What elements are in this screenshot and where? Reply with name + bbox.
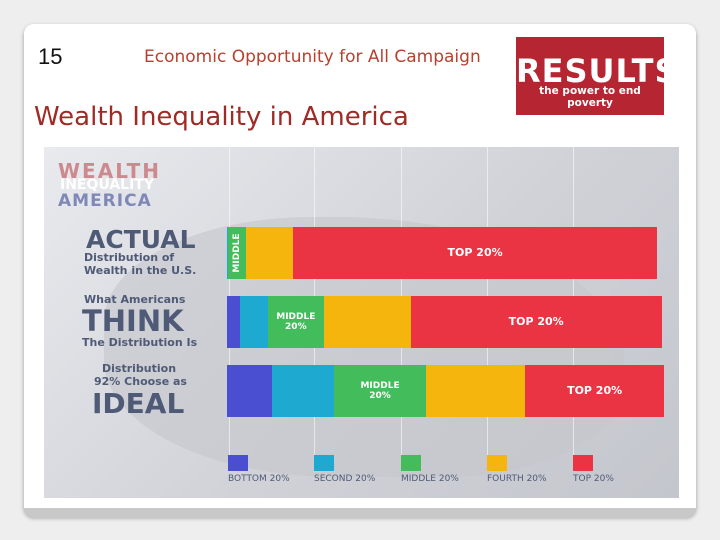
legend-label-top: TOP 20% [573,474,614,484]
legend-label-middle: MIDDLE 20% [401,474,459,484]
legend-swatch-fourth [487,455,507,471]
bar-segment-top [410,296,662,348]
legend-swatch-bottom [228,455,248,471]
legend-swatch-top [573,455,593,471]
bar-ideal: MIDDLE 20% TOP 20% [227,365,664,417]
legend-label-bottom: BOTTOM 20% [228,474,290,484]
slide-bottom-bar [24,508,696,518]
bar-segment-second [227,227,229,279]
bar-actual: MIDDLE TOP 20% [227,227,660,279]
bar-segment-top [525,365,664,417]
bar-segment-label: MIDDLE [231,233,242,273]
row-think-heading: THINK [82,304,184,338]
bar-segment-label: TOP 20% [567,384,623,397]
row-actual-line3: Wealth in the U.S. [84,264,197,277]
logo-tagline: the power to end poverty [539,85,641,109]
legend-label-fourth: FOURTH 20% [487,474,547,484]
legend-swatch-middle [401,455,421,471]
row-actual-line2: Distribution of [84,251,175,264]
header-america: AMERICA [58,191,152,211]
row-ideal-line1: Distribution [102,362,177,375]
bar-segment-label: TOP 20% [447,246,503,259]
header-inequality: INEQUALITY [60,177,154,193]
bar-segment-top [293,227,657,279]
bar-segment-fourth [426,365,526,417]
results-logo: RESULTS the power to end poverty [516,37,679,115]
bar-segment-label: TOP 20% [508,315,564,328]
header-wealth: WEALTH [58,159,162,183]
infographic: WEALTH INEQUALITY AMERICA ACTUAL Distrib… [44,147,679,498]
bar-segment-middle [267,296,324,348]
row-ideal-heading: IDEAL [92,387,185,420]
bar-segment-label: MIDDLE 20% [360,381,400,401]
slide-number: 15 [38,44,63,69]
row-think-line1: What Americans [84,293,186,306]
bar-segment-middle [333,365,427,417]
bar-segment-second [272,365,334,417]
row-actual-heading: ACTUAL [86,225,196,254]
legend-swatch-second [314,455,334,471]
bar-segment-second [240,296,268,348]
campaign-title: Economic Opportunity for All Campaign [144,47,481,67]
bar-segment-middle [228,227,246,279]
bar-segment-bottom [227,365,273,417]
slide-title: Wealth Inequality in America [34,102,409,132]
row-ideal-line2: 92% Choose as [94,375,187,388]
bar-segment-bottom [227,296,241,348]
bar-segment-fourth [323,296,411,348]
bar-think: MIDDLE 20% TOP 20% [227,296,662,348]
bar-segment-label: MIDDLE 20% [276,312,316,332]
row-think-line3: The Distribution Is [82,336,198,349]
bar-segment-bottom [227,227,228,279]
legend-label-second: SECOND 20% [314,474,376,484]
bar-segment-fourth [245,227,294,279]
logo-name: RESULTS [516,52,679,90]
